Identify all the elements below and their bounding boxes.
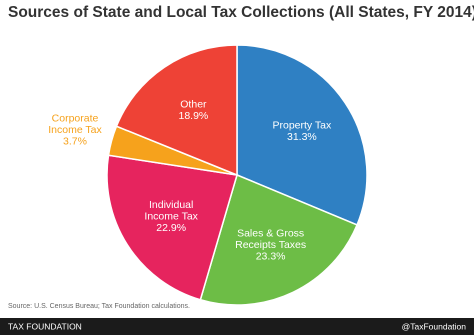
chart-title: Sources of State and Local Tax Collectio… [8,4,474,21]
pie-slice [106,154,238,301]
slice-label: Income Tax [48,124,102,136]
slice-label: Income Tax [144,211,198,223]
slice-value-label: 23.3% [256,251,286,263]
slice-value-label: 31.3% [287,131,317,143]
slice-label: Property Tax [273,120,332,132]
slice-label: Other [180,98,207,110]
source-note: Source: U.S. Census Bureau; Tax Foundati… [8,303,190,310]
pie-slice [199,173,359,306]
footer-bar [0,318,474,335]
footer-brand: TAX FOUNDATION [8,321,82,331]
slice-value-label: 22.9% [156,222,186,234]
slice-label: Receipts Taxes [235,239,306,251]
footer-handle: @TaxFoundation [402,321,467,331]
slice-label: Sales & Gross [237,228,304,240]
slice-label: Individual [149,199,193,211]
slice-label: Corporate [52,113,99,125]
slice-value-label: 18.9% [179,110,209,122]
pie-slice [115,44,238,177]
pie-slice [236,44,368,226]
slice-value-label: 3.7% [63,136,87,148]
